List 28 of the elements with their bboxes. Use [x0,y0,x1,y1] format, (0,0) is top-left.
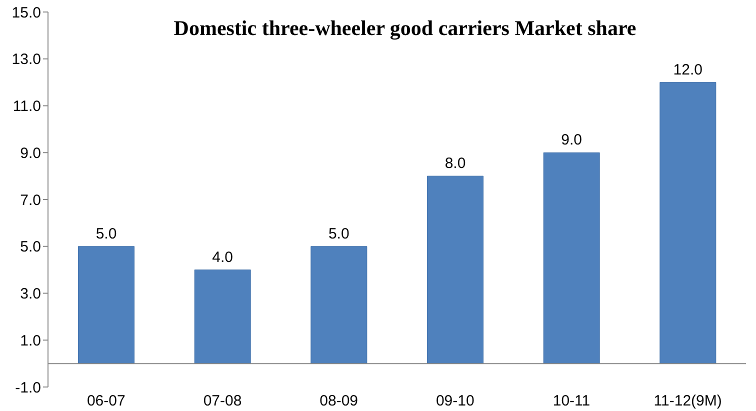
x-tick-label: 08-09 [320,392,358,410]
y-tick-label: 13.0 [12,51,41,68]
x-tick-label: 06-07 [86,392,126,410]
y-tick-label: 15.0 [12,4,41,22]
y-tick-label: 9.0 [20,144,41,162]
y-tick-label: 7.0 [20,192,41,209]
x-tick-label: 07-08 [203,392,242,410]
bar [78,246,134,364]
bar [310,246,368,364]
bar [426,176,484,364]
bar [660,82,716,364]
x-tick-label: 09-10 [436,392,474,410]
y-tick-label: 5.0 [20,238,41,256]
y-tick-label: 11.0 [12,98,41,116]
data-label: 4.0 [212,248,234,266]
data-label: 5.0 [96,225,117,242]
x-tick-label: 11-12(9M) [654,392,722,410]
y-tick-label: -1.0 [15,379,41,396]
y-tick-label: 1.0 [20,332,41,350]
bar [543,152,600,364]
chart-title: Domestic three-wheeler good carriers Market share [172,16,638,41]
data-label: 12.0 [673,61,703,78]
data-label: 5.0 [328,225,350,242]
y-tick-label: 3.0 [20,286,41,303]
x-tick-label: 10-11 [552,392,590,410]
data-label: 9.0 [561,132,582,149]
bar [194,270,251,364]
data-label: 8.0 [444,155,466,172]
